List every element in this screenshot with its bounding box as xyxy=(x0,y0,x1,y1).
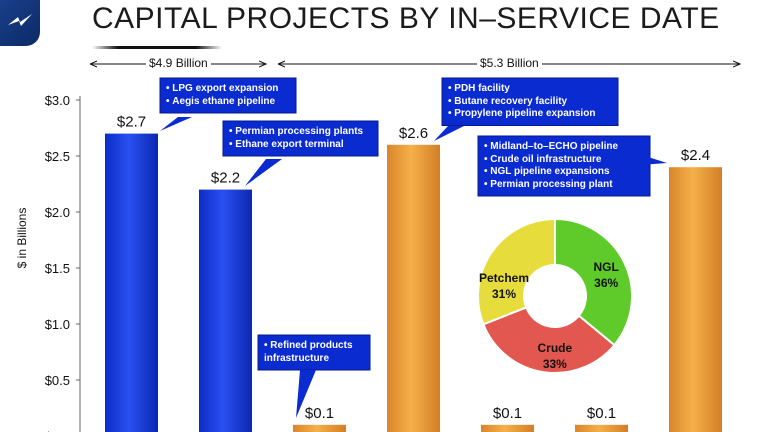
pie-slice-name: NGL xyxy=(593,260,619,274)
company-logo xyxy=(0,0,40,46)
bar-value-label: $2.6 xyxy=(399,125,428,142)
callout-item: Midland–to–ECHO pipeline xyxy=(484,141,618,154)
y-tick-label: $1.5 xyxy=(45,261,70,276)
callout-item: Refined products infrastructure xyxy=(264,340,366,365)
pie-slice-ngl xyxy=(554,217,633,347)
callout-pointer xyxy=(245,159,282,186)
callout-text: LPG export expansionAegis ethane pipelin… xyxy=(166,83,278,108)
pie-slice-name: Petchem xyxy=(479,271,530,285)
bar-7 xyxy=(669,167,722,432)
callout-text: PDH facilityButane recovery facilityProp… xyxy=(448,83,595,121)
pie-chart xyxy=(477,217,633,374)
callout-item: Aegis ethane pipeline xyxy=(166,96,278,109)
callout-item: Crude oil infrastructure xyxy=(484,154,618,167)
callout-item: Propylene pipeline expansion xyxy=(448,108,595,121)
bar-4 xyxy=(387,144,440,432)
callout-text: Midland–to–ECHO pipelineCrude oil infras… xyxy=(484,141,618,191)
pie-slice-value: 31% xyxy=(492,287,517,301)
bar-value-label: $0.1 xyxy=(493,405,522,422)
callout-pointer xyxy=(296,370,316,418)
slide-title: CAPITAL PROJECTS BY IN–SERVICE DATE xyxy=(92,2,720,35)
bar-value-label: $2.7 xyxy=(117,114,146,131)
callout-pointer xyxy=(434,126,464,141)
bar-6 xyxy=(575,424,628,432)
callout-text: Permian processing plantsEthane export t… xyxy=(229,126,363,151)
pie-label-crude: Crude 33% xyxy=(538,340,573,372)
bar-3 xyxy=(293,424,346,432)
callout-item: Permian processing plant xyxy=(484,179,618,192)
pie-slice-crude xyxy=(482,306,616,374)
y-tick-label: $0.0 xyxy=(45,429,70,432)
bar-value-label: $2.4 xyxy=(681,147,710,164)
bar-value-label: $2.2 xyxy=(211,170,240,187)
y-axis-title: $ in Billions xyxy=(15,208,29,269)
pie-slice-value: 33% xyxy=(542,357,567,371)
bar-2 xyxy=(199,189,252,432)
pie-slice-petchem xyxy=(477,217,556,326)
callout-item: LPG export expansion xyxy=(166,83,278,96)
pie-slice-name: Crude xyxy=(537,341,573,355)
title-underline xyxy=(92,46,222,49)
bar-value-label: $0.1 xyxy=(587,405,616,422)
callout-item: Ethane export terminal xyxy=(229,139,363,152)
callout-item: Butane recovery facility xyxy=(448,96,595,109)
bracket-total-label: $5.3 Billion xyxy=(477,56,542,70)
y-tick-label: $1.0 xyxy=(45,317,70,332)
callout-text: Refined products infrastructure xyxy=(264,340,366,365)
callout-pointer xyxy=(626,150,667,166)
bar-1 xyxy=(105,133,158,432)
pie-slice-value: 36% xyxy=(594,276,619,290)
bracket-total-label: $4.9 Billion xyxy=(146,56,211,70)
bar-5 xyxy=(481,424,534,432)
y-tick-label: $2.0 xyxy=(45,205,70,220)
y-tick-label: $2.5 xyxy=(45,149,70,164)
pie-label-petchem: Petchem 31% xyxy=(479,270,529,302)
pie-label-ngl: NGL 36% xyxy=(594,259,619,291)
callout-pointer xyxy=(160,117,192,131)
y-tick-label: $3.0 xyxy=(45,93,70,108)
y-tick-label: $0.5 xyxy=(45,373,70,388)
callout-item: NGL pipeline expansions xyxy=(484,166,618,179)
callout-item: Permian processing plants xyxy=(229,126,363,139)
bar-value-label: $0.1 xyxy=(305,405,334,422)
callout-item: PDH facility xyxy=(448,83,595,96)
